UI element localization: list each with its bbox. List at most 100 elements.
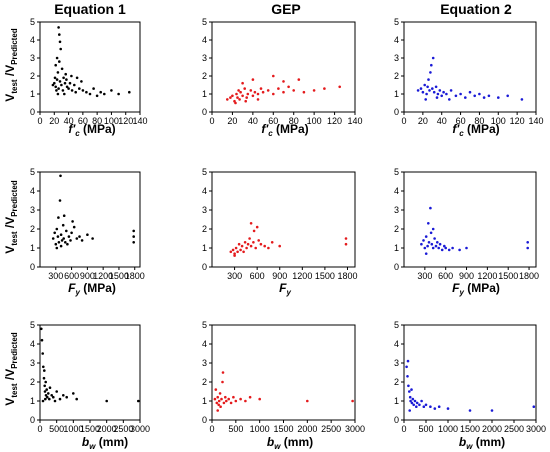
y-tick-label: 4 bbox=[30, 339, 35, 349]
data-point bbox=[258, 397, 262, 401]
data-point bbox=[67, 235, 71, 238]
x-tick-label: 20 bbox=[49, 116, 59, 126]
data-point bbox=[58, 40, 62, 44]
y-tick-label: 3 bbox=[30, 205, 35, 215]
x-tick-label: 900 bbox=[459, 271, 474, 281]
data-point bbox=[344, 242, 348, 246]
data-point bbox=[54, 242, 58, 246]
data-point bbox=[217, 403, 220, 407]
data-point bbox=[520, 98, 524, 101]
data-point bbox=[217, 399, 221, 403]
data-point bbox=[57, 87, 60, 90]
data-point bbox=[43, 390, 47, 393]
data-point bbox=[236, 96, 239, 99]
x-tick-label: 3000 bbox=[345, 424, 365, 434]
data-point bbox=[58, 33, 61, 36]
y-tick-label: 3 bbox=[202, 53, 207, 63]
x-tick-label: 80 bbox=[289, 116, 299, 126]
data-point bbox=[302, 90, 306, 94]
data-point bbox=[132, 241, 135, 244]
data-point bbox=[105, 399, 108, 403]
data-point bbox=[234, 101, 237, 105]
data-point bbox=[241, 94, 244, 98]
x-tick-label: 900 bbox=[80, 271, 95, 281]
data-point bbox=[436, 241, 439, 244]
y-tick-label: 4 bbox=[30, 35, 35, 45]
data-point bbox=[487, 94, 491, 98]
scatter-panel-r3c3: 0 1 2 3 4 5 0 500 1000 1500 2000 2500 3000 bbox=[394, 320, 546, 434]
data-point bbox=[427, 222, 430, 225]
data-point bbox=[91, 237, 94, 240]
data-point bbox=[526, 241, 529, 244]
data-point bbox=[429, 405, 432, 409]
data-point bbox=[482, 96, 486, 99]
data-point bbox=[249, 222, 253, 225]
data-point bbox=[429, 71, 432, 74]
data-point bbox=[261, 90, 265, 94]
data-point bbox=[99, 90, 102, 94]
data-point bbox=[458, 248, 461, 252]
data-point bbox=[248, 395, 252, 399]
data-point bbox=[433, 407, 437, 410]
data-point bbox=[55, 390, 58, 393]
scatter-panel-r2c2: 0 1 2 3 4 5 300 600 900 1200 1500 1800 bbox=[202, 167, 358, 281]
data-point bbox=[270, 241, 274, 244]
data-point bbox=[62, 237, 65, 240]
data-point bbox=[55, 89, 58, 92]
data-point bbox=[416, 89, 420, 92]
data-point bbox=[429, 206, 432, 210]
data-point bbox=[221, 380, 224, 384]
data-point bbox=[344, 237, 348, 240]
data-point bbox=[41, 352, 44, 355]
y-tick-label: 4 bbox=[202, 186, 207, 196]
data-point bbox=[44, 394, 48, 397]
plot-frame-r2c2 bbox=[211, 171, 356, 268]
plot-frame-r1c1 bbox=[39, 21, 141, 113]
data-point bbox=[50, 394, 53, 397]
plot-frame-r3c2 bbox=[211, 324, 356, 421]
data-point bbox=[437, 405, 441, 409]
data-point bbox=[221, 371, 225, 374]
y-tick-label: 2 bbox=[30, 377, 35, 387]
data-point bbox=[54, 63, 57, 67]
x-tick-label: 0 bbox=[37, 424, 42, 434]
data-point bbox=[67, 87, 70, 90]
data-point bbox=[40, 327, 43, 331]
y-tick-label: 0 bbox=[394, 262, 399, 272]
data-point bbox=[59, 244, 63, 248]
data-point bbox=[43, 369, 46, 372]
data-point bbox=[406, 375, 409, 378]
data-point bbox=[71, 220, 74, 223]
data-point bbox=[215, 401, 219, 405]
data-point bbox=[440, 94, 444, 98]
data-point bbox=[62, 76, 65, 80]
data-point bbox=[272, 74, 275, 78]
data-point bbox=[51, 83, 55, 87]
data-point bbox=[411, 397, 415, 401]
data-point bbox=[85, 90, 88, 94]
x-tick-label: 100 bbox=[104, 116, 119, 126]
x-axis-label-r1c2: f′c (MPa) bbox=[261, 122, 308, 138]
y-tick-label: 4 bbox=[394, 35, 399, 45]
data-point bbox=[292, 89, 296, 92]
data-point bbox=[233, 252, 236, 255]
data-point bbox=[70, 74, 73, 78]
data-point bbox=[55, 227, 59, 231]
data-point bbox=[263, 244, 267, 248]
data-point bbox=[86, 233, 89, 236]
data-point bbox=[421, 90, 425, 94]
data-point bbox=[444, 246, 448, 250]
x-tick-label: 60 bbox=[78, 116, 88, 126]
x-tick-label: 300 bbox=[417, 271, 432, 281]
data-point bbox=[245, 96, 248, 99]
data-point bbox=[443, 244, 446, 248]
x-tick-label: 1800 bbox=[125, 271, 145, 281]
y-tick-label: 4 bbox=[30, 186, 35, 196]
data-point bbox=[222, 401, 226, 405]
scatter-panel-r1c3: 0 1 2 3 4 5 0 20 40 60 80 100 120 140 bbox=[394, 17, 544, 126]
x-tick-label: 1500 bbox=[273, 424, 293, 434]
data-point bbox=[418, 403, 421, 407]
y-tick-label: 2 bbox=[202, 224, 207, 234]
data-point bbox=[41, 399, 45, 403]
